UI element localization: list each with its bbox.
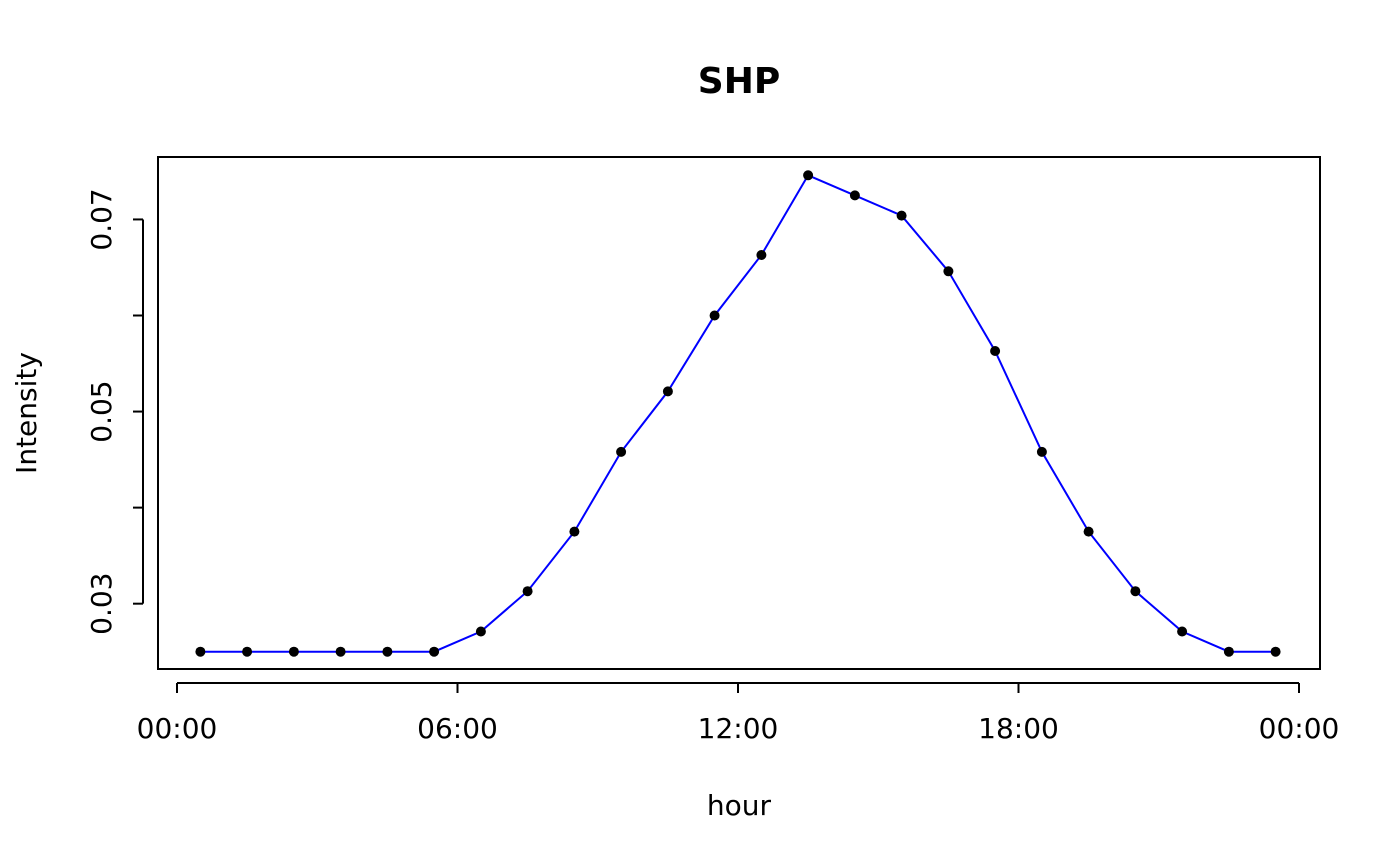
y-axis: 0.03 0.05 0.07 xyxy=(85,188,144,635)
data-point xyxy=(569,526,580,537)
x-tick-label: 00:00 xyxy=(1259,712,1340,745)
data-point xyxy=(849,190,860,201)
data-point xyxy=(195,646,206,657)
x-tick-label: 00:00 xyxy=(137,712,218,745)
data-point xyxy=(382,646,393,657)
data-point xyxy=(1130,586,1141,597)
data-point xyxy=(1083,526,1094,537)
data-point xyxy=(616,446,627,457)
data-point xyxy=(756,250,767,260)
series xyxy=(195,170,1281,657)
data-point xyxy=(943,266,954,277)
chart-title: SHP xyxy=(698,61,780,102)
data-point xyxy=(429,646,440,657)
data-point xyxy=(475,626,486,637)
x-tick-label: 12:00 xyxy=(698,712,779,745)
y-tick-label: 0.07 xyxy=(85,188,118,250)
data-point xyxy=(896,210,907,221)
series-line xyxy=(200,174,1276,653)
data-point xyxy=(335,646,346,657)
y-tick-label: 0.03 xyxy=(85,573,118,635)
data-point xyxy=(1036,446,1047,457)
data-point xyxy=(803,170,814,181)
data-point xyxy=(288,646,299,657)
data-point xyxy=(1223,646,1234,657)
data-point xyxy=(1270,646,1281,657)
y-tick-label: 0.05 xyxy=(85,380,118,442)
x-tick-label: 18:00 xyxy=(978,712,1059,745)
x-axis-label: hour xyxy=(707,789,772,822)
plot-frame xyxy=(157,156,1321,670)
x-axis: 00:00 06:00 12:00 18:00 00:00 xyxy=(137,682,1340,745)
x-tick-label: 06:00 xyxy=(417,712,498,745)
data-point xyxy=(709,310,720,321)
data-point xyxy=(1177,626,1188,637)
data-point xyxy=(242,646,253,657)
data-point xyxy=(522,586,533,597)
data-point xyxy=(990,346,1001,356)
data-point xyxy=(662,386,673,397)
y-axis-label: Intensity xyxy=(10,352,43,474)
